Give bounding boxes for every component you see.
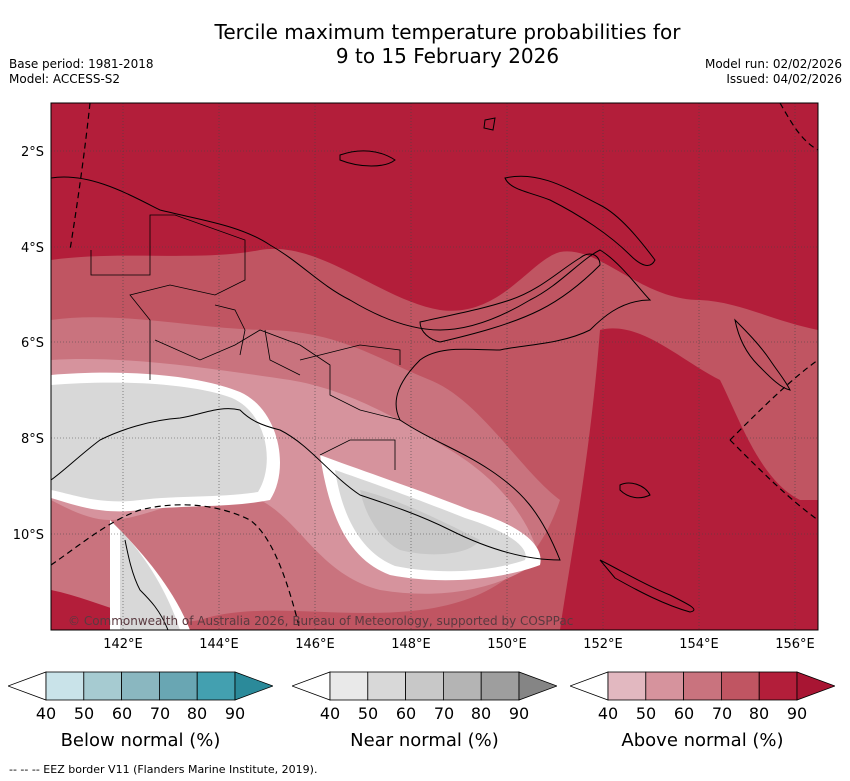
graticule xyxy=(51,103,818,630)
colorbar-segment xyxy=(367,671,407,701)
legend-tick: 80 xyxy=(186,704,208,723)
colorbar-segment xyxy=(329,671,369,701)
above-normal-80-east xyxy=(560,328,818,630)
legend-ticks: 40 50 60 70 80 90 xyxy=(570,704,835,724)
model-run: Model run: 02/02/2026 xyxy=(704,57,842,71)
near-normal-60-east xyxy=(360,490,480,555)
legend-tick: 40 xyxy=(597,704,619,723)
legend-above-normal: 40 50 60 70 80 90 Above normal (%) xyxy=(568,668,837,751)
legend-tick: 60 xyxy=(111,704,133,723)
lon-label: 144°E xyxy=(199,637,239,652)
colorbar-segment xyxy=(196,671,236,701)
base-period: Base period: 1981-2018 xyxy=(9,57,154,71)
legend-below-normal: 40 50 60 70 80 90 Below normal (%) xyxy=(6,668,275,751)
issued-date: Issued: 04/02/2026 xyxy=(726,72,842,86)
lat-label: 4°S xyxy=(21,241,44,256)
lon-label: 156°E xyxy=(775,637,815,652)
axis-labels: 2°S 4°S 6°S 8°S 10°S 142°E 144°E 146°E 1… xyxy=(13,145,815,652)
colorbar-under-triangle xyxy=(568,671,609,701)
colorbar-segment xyxy=(158,671,198,701)
copyright-notice: © Commonwealth of Australia 2026, Bureau… xyxy=(68,614,573,628)
legend-tick: 60 xyxy=(673,704,695,723)
legend-tick: 90 xyxy=(786,704,808,723)
colorbar-segment xyxy=(83,671,123,701)
meta-left: Base period: 1981-2018 Model: ACCESS-S2 xyxy=(9,57,154,87)
lat-label: 6°S xyxy=(21,336,44,351)
near-normal-50-west xyxy=(51,382,267,502)
provincial-borders xyxy=(90,214,401,470)
legend-tick: 50 xyxy=(73,704,95,723)
coastlines xyxy=(51,117,791,630)
colorbar-segment xyxy=(607,671,647,701)
lat-label: 8°S xyxy=(21,432,44,447)
lon-label: 154°E xyxy=(679,637,719,652)
legend-tick: 90 xyxy=(224,704,246,723)
eez-note: -- -- -- EEZ border V11 (Flanders Marine… xyxy=(9,763,318,776)
legend-tick: 80 xyxy=(748,704,770,723)
colorbar-over-triangle xyxy=(796,671,837,701)
legend-label: Near normal (%) xyxy=(350,730,499,751)
colorbar-over-triangle xyxy=(234,671,275,701)
map-title: Tercile maximum temperature probabilitie… xyxy=(0,20,850,68)
meta-right: Model run: 02/02/2026 Issued: 04/02/2026 xyxy=(705,57,842,87)
legend-tick: 50 xyxy=(635,704,657,723)
colorbar-segment xyxy=(645,671,685,701)
lon-label: 142°E xyxy=(103,637,143,652)
legend-tick: 60 xyxy=(395,704,417,723)
probability-map: 2°S 4°S 6°S 8°S 10°S 142°E 144°E 146°E 1… xyxy=(13,102,819,652)
colorbar-segment xyxy=(121,671,160,701)
legend-label: Above normal (%) xyxy=(621,730,784,751)
legend-tick: 70 xyxy=(711,704,733,723)
colorbar-under-triangle xyxy=(290,671,331,701)
legend-tick: 70 xyxy=(149,704,171,723)
lat-label: 10°S xyxy=(13,528,44,543)
lon-label: 148°E xyxy=(391,637,431,652)
colorbar-segment xyxy=(720,671,760,701)
legend-colorbar xyxy=(6,671,275,701)
near-normal-50-south xyxy=(120,530,180,630)
legend-tick: 40 xyxy=(35,704,57,723)
legend-ticks: 40 50 60 70 80 90 xyxy=(8,704,273,724)
title-line-1: Tercile maximum temperature probabilitie… xyxy=(214,20,681,44)
legend-colorbar xyxy=(568,671,837,701)
lat-label: 2°S xyxy=(21,145,44,160)
model-name: Model: ACCESS-S2 xyxy=(9,72,121,86)
map-fields xyxy=(51,103,818,630)
legend-colorbar xyxy=(290,671,559,701)
legend-tick: 50 xyxy=(357,704,379,723)
eez-borders xyxy=(51,103,818,630)
colorbar-segment xyxy=(683,671,722,701)
lon-label: 146°E xyxy=(295,637,335,652)
colorbar-segment xyxy=(405,671,444,701)
colorbar-segment xyxy=(758,671,798,701)
legend-tick: 40 xyxy=(319,704,341,723)
colorbar-under-triangle xyxy=(6,671,47,701)
legend-near-normal: 40 50 60 70 80 90 Near normal (%) xyxy=(290,668,559,751)
legend-tick: 90 xyxy=(508,704,530,723)
legend-tick: 70 xyxy=(433,704,455,723)
legend-ticks: 40 50 60 70 80 90 xyxy=(292,704,557,724)
legend-tick: 80 xyxy=(470,704,492,723)
colorbar-segment xyxy=(45,671,85,701)
colorbar-segment xyxy=(442,671,482,701)
title-line-2: 9 to 15 February 2026 xyxy=(335,44,560,68)
colorbar-segment xyxy=(480,671,520,701)
lon-label: 150°E xyxy=(487,637,527,652)
lon-label: 152°E xyxy=(583,637,623,652)
map-frame xyxy=(50,102,819,631)
legend-label: Below normal (%) xyxy=(60,730,221,751)
colorbar-over-triangle xyxy=(518,671,559,701)
